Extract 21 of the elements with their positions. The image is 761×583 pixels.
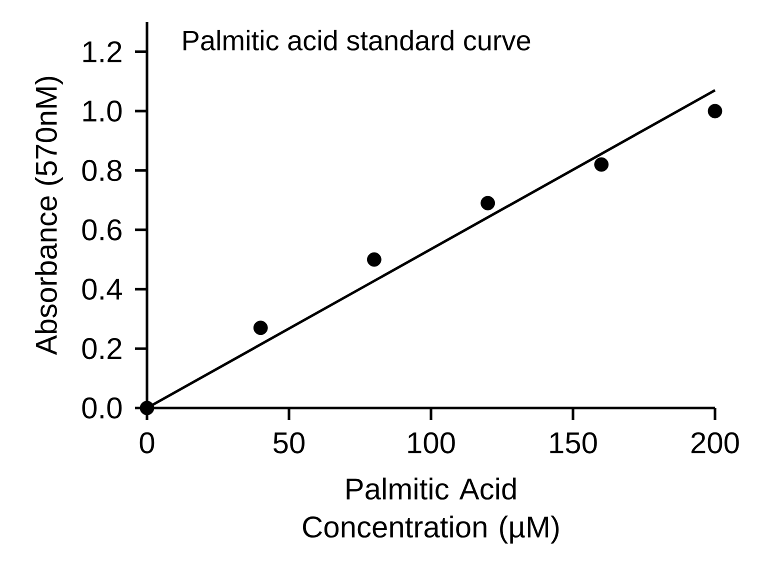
y-tick-label: 0.2 xyxy=(82,338,122,360)
y-tick-label: 0.4 xyxy=(82,278,122,300)
point xyxy=(367,252,382,267)
x-axis-title: Palmitic Acid Concentration (µM) xyxy=(303,478,559,544)
y-axis-title: Absorbance (570nM) xyxy=(34,76,63,356)
point xyxy=(594,157,609,172)
y-tick-label: 1.2 xyxy=(83,41,122,62)
x-tick-label: 200 xyxy=(691,432,739,454)
point xyxy=(480,196,496,210)
point xyxy=(708,104,722,118)
y-tick-label: 0.6 xyxy=(82,219,122,240)
x-tick-label: 50 xyxy=(274,432,305,454)
x-tick-label: 0 xyxy=(140,432,154,454)
point xyxy=(253,320,268,336)
x-tick-label: 100 xyxy=(408,432,455,454)
x-tick-label: 150 xyxy=(550,432,597,454)
point xyxy=(140,400,154,416)
y-tick-label: 1.0 xyxy=(83,100,122,122)
y-tick-label: 0.8 xyxy=(82,160,122,182)
y-tick-label: 0.0 xyxy=(82,397,122,419)
chart-title: Palmitic acid standard curve xyxy=(184,30,530,50)
